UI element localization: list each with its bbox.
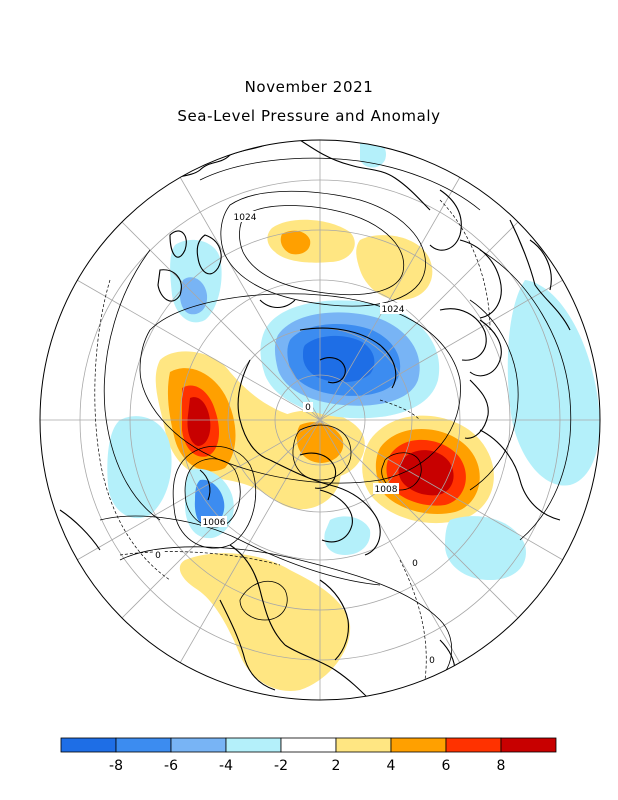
map-title: November 2021 bbox=[244, 78, 374, 96]
anomaly-negative-pacific-south bbox=[445, 516, 526, 580]
colorbar-bin bbox=[335, 737, 392, 753]
contour-label-zero-b: 0 bbox=[427, 655, 437, 666]
anomaly-negative-east-pacific bbox=[507, 280, 600, 486]
colorbar-tick-label: -8 bbox=[109, 758, 123, 774]
colorbar-tick-label: -6 bbox=[164, 758, 178, 774]
colorbar-tick-label: 6 bbox=[442, 758, 451, 774]
anomaly-negative-central-asia bbox=[324, 516, 371, 555]
anomaly-shading bbox=[107, 140, 600, 691]
colorbar-bin bbox=[280, 737, 337, 753]
anomaly-positive-greenland bbox=[356, 235, 433, 300]
colorbar-bin bbox=[390, 737, 447, 753]
svg-text:1024: 1024 bbox=[234, 213, 257, 223]
contour-label-1006: 1006 bbox=[201, 516, 227, 528]
map-boundary bbox=[39, 139, 601, 701]
map-subtitle: Sea-Level Pressure and Anomaly bbox=[177, 107, 441, 125]
svg-text:0: 0 bbox=[429, 656, 435, 666]
contour-label-1024-right: 1024 bbox=[380, 303, 406, 315]
contour-label-1008: 1008 bbox=[373, 483, 399, 495]
colorbar-tick-label: -2 bbox=[274, 758, 288, 774]
svg-text:1008: 1008 bbox=[375, 485, 398, 495]
colorbar-bin bbox=[170, 737, 227, 753]
svg-text:0: 0 bbox=[155, 551, 161, 561]
map-disk: 1024 1024 1008 1006 0 0 bbox=[40, 140, 600, 700]
contour-label-zero-d: 0 bbox=[303, 402, 313, 413]
anomaly-negative-arctic-core bbox=[303, 335, 375, 383]
svg-text:0: 0 bbox=[412, 559, 418, 569]
colorbar-bin bbox=[60, 737, 117, 753]
colorbar-tick-label: 2 bbox=[332, 758, 341, 774]
svg-text:0: 0 bbox=[305, 403, 311, 413]
colorbar-bin bbox=[115, 737, 172, 753]
colorbar-bin bbox=[445, 737, 502, 753]
anomaly-positive-alaska-max bbox=[398, 450, 454, 496]
graticule bbox=[40, 140, 600, 700]
colorbar-bins bbox=[60, 737, 557, 753]
contour-label-zero-c: 0 bbox=[410, 558, 420, 569]
anomaly-positive-europe-max bbox=[187, 397, 211, 446]
colorbar-ticks: -8 -6 -4 -2 2 4 6 8 bbox=[109, 758, 505, 774]
pressure-contours bbox=[99, 157, 572, 691]
contour-label-zero-a: 0 bbox=[153, 550, 163, 561]
colorbar-tick-label: -4 bbox=[219, 758, 233, 774]
colorbar-bin bbox=[500, 737, 557, 753]
anomaly-zero-contours bbox=[94, 199, 491, 681]
svg-text:1006: 1006 bbox=[203, 518, 226, 528]
svg-text:1024: 1024 bbox=[382, 305, 405, 315]
contour-label-group: 1024 1024 1008 1006 0 0 bbox=[153, 211, 437, 666]
anomaly-positive-atlantic-core bbox=[280, 230, 311, 255]
colorbar-tick-label: 4 bbox=[387, 758, 396, 774]
contour-label-1024-top: 1024 bbox=[232, 211, 258, 223]
coastlines bbox=[59, 140, 571, 700]
anomaly-negative-west bbox=[107, 416, 172, 519]
colorbar-bin bbox=[225, 737, 282, 753]
colorbar-tick-label: 8 bbox=[497, 758, 506, 774]
